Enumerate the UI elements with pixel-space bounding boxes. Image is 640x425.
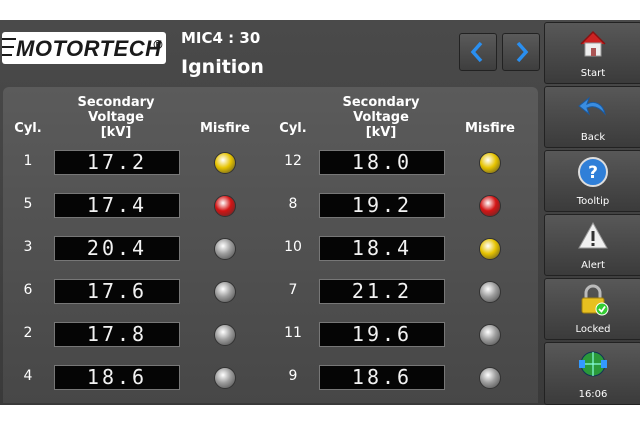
button-label: Locked — [575, 324, 611, 335]
column-header: Misfire — [200, 121, 250, 136]
misfire-led — [479, 238, 501, 260]
misfire-led — [479, 152, 501, 174]
cylinder-number: 2 — [23, 325, 33, 341]
cylinder-number: 12 — [284, 153, 302, 169]
misfire-led — [479, 367, 501, 389]
voltage-display: 17.8 — [54, 322, 180, 347]
misfire-led — [214, 281, 236, 303]
ignition-table: Cyl. Secondary Voltage [kV] Misfire 1 17.2 5 17.… — [3, 87, 538, 403]
chevron-right — [516, 41, 529, 63]
button-label: Back — [580, 132, 606, 143]
page-title: Ignition — [181, 56, 264, 78]
cylinder-number: 4 — [23, 368, 33, 384]
header-line: Secondary — [342, 95, 420, 110]
cylinder-number: 1 — [23, 153, 33, 169]
misfire-led — [479, 324, 501, 346]
cylinder-number: 7 — [288, 282, 298, 298]
misfire-led — [214, 367, 236, 389]
column-header: Secondary Voltage [kV] — [321, 95, 441, 140]
cylinder-number: 10 — [284, 239, 302, 255]
header-line: [kV] — [100, 125, 132, 140]
misfire-led — [214, 238, 236, 260]
network-icon — [579, 351, 607, 377]
voltage-display: 18.6 — [54, 365, 180, 390]
voltage-display: 17.2 — [54, 150, 180, 175]
misfire-led — [479, 281, 501, 303]
voltage-display: 17.6 — [54, 279, 180, 304]
locked-button[interactable]: Locked — [544, 278, 640, 340]
device-screen: MOTORTECH ® MIC4 : 30 Ignition Cyl. Secon… — [0, 20, 640, 405]
help-icon: ? — [578, 157, 608, 187]
logo-mark: ® — [152, 38, 164, 52]
cylinder-number: 6 — [23, 282, 33, 298]
misfire-led — [214, 152, 236, 174]
voltage-display: 21.2 — [319, 279, 445, 304]
cylinder-number: 8 — [288, 196, 298, 212]
column-header: Cyl. — [14, 121, 42, 136]
button-label: Start — [580, 68, 606, 79]
logo: MOTORTECH ® — [2, 32, 166, 64]
start-button[interactable]: Start — [544, 22, 640, 84]
logo-text: MOTORTECH — [16, 36, 162, 61]
button-label: 16:06 — [578, 389, 608, 400]
back-button[interactable]: Back — [544, 86, 640, 148]
next-button[interactable] — [502, 33, 540, 71]
misfire-led — [214, 195, 236, 217]
column-header: Misfire — [465, 121, 515, 136]
header-line: Voltage — [353, 110, 409, 125]
column-header: Cyl. — [279, 121, 307, 136]
header-line: Secondary — [77, 95, 155, 110]
voltage-display: 19.2 — [319, 193, 445, 218]
clock-button[interactable]: 16:06 — [544, 342, 640, 405]
button-label: Tooltip — [576, 196, 610, 207]
voltage-display: 18.4 — [319, 236, 445, 261]
cylinder-number: 5 — [23, 196, 33, 212]
house-icon — [580, 30, 606, 57]
svg-text:?: ? — [588, 163, 598, 183]
prev-button[interactable] — [459, 33, 497, 71]
cylinder-number: 9 — [288, 368, 298, 384]
lock-icon — [581, 284, 609, 316]
column-header: Secondary Voltage [kV] — [56, 95, 176, 140]
misfire-led — [214, 324, 236, 346]
voltage-display: 18.0 — [319, 150, 445, 175]
voltage-display: 18.6 — [319, 365, 445, 390]
voltage-display: 20.4 — [54, 236, 180, 261]
voltage-display: 19.6 — [319, 322, 445, 347]
misfire-led — [479, 195, 501, 217]
header-line: [kV] — [365, 125, 397, 140]
button-label: Alert — [581, 260, 605, 271]
alert-button[interactable]: Alert — [544, 214, 640, 276]
logo-line — [2, 38, 16, 40]
logo-line — [2, 54, 12, 56]
cylinder-number: 11 — [284, 325, 302, 341]
header-line: Voltage — [88, 110, 144, 125]
logo-line — [2, 46, 14, 48]
tooltip-button[interactable]: ? Tooltip — [544, 150, 640, 212]
voltage-display: 17.4 — [54, 193, 180, 218]
chevron-left — [470, 41, 483, 63]
back-icon — [578, 96, 606, 116]
warning-icon — [578, 221, 608, 249]
cylinder-number: 3 — [23, 239, 33, 255]
device-label: MIC4 : 30 — [181, 29, 261, 47]
